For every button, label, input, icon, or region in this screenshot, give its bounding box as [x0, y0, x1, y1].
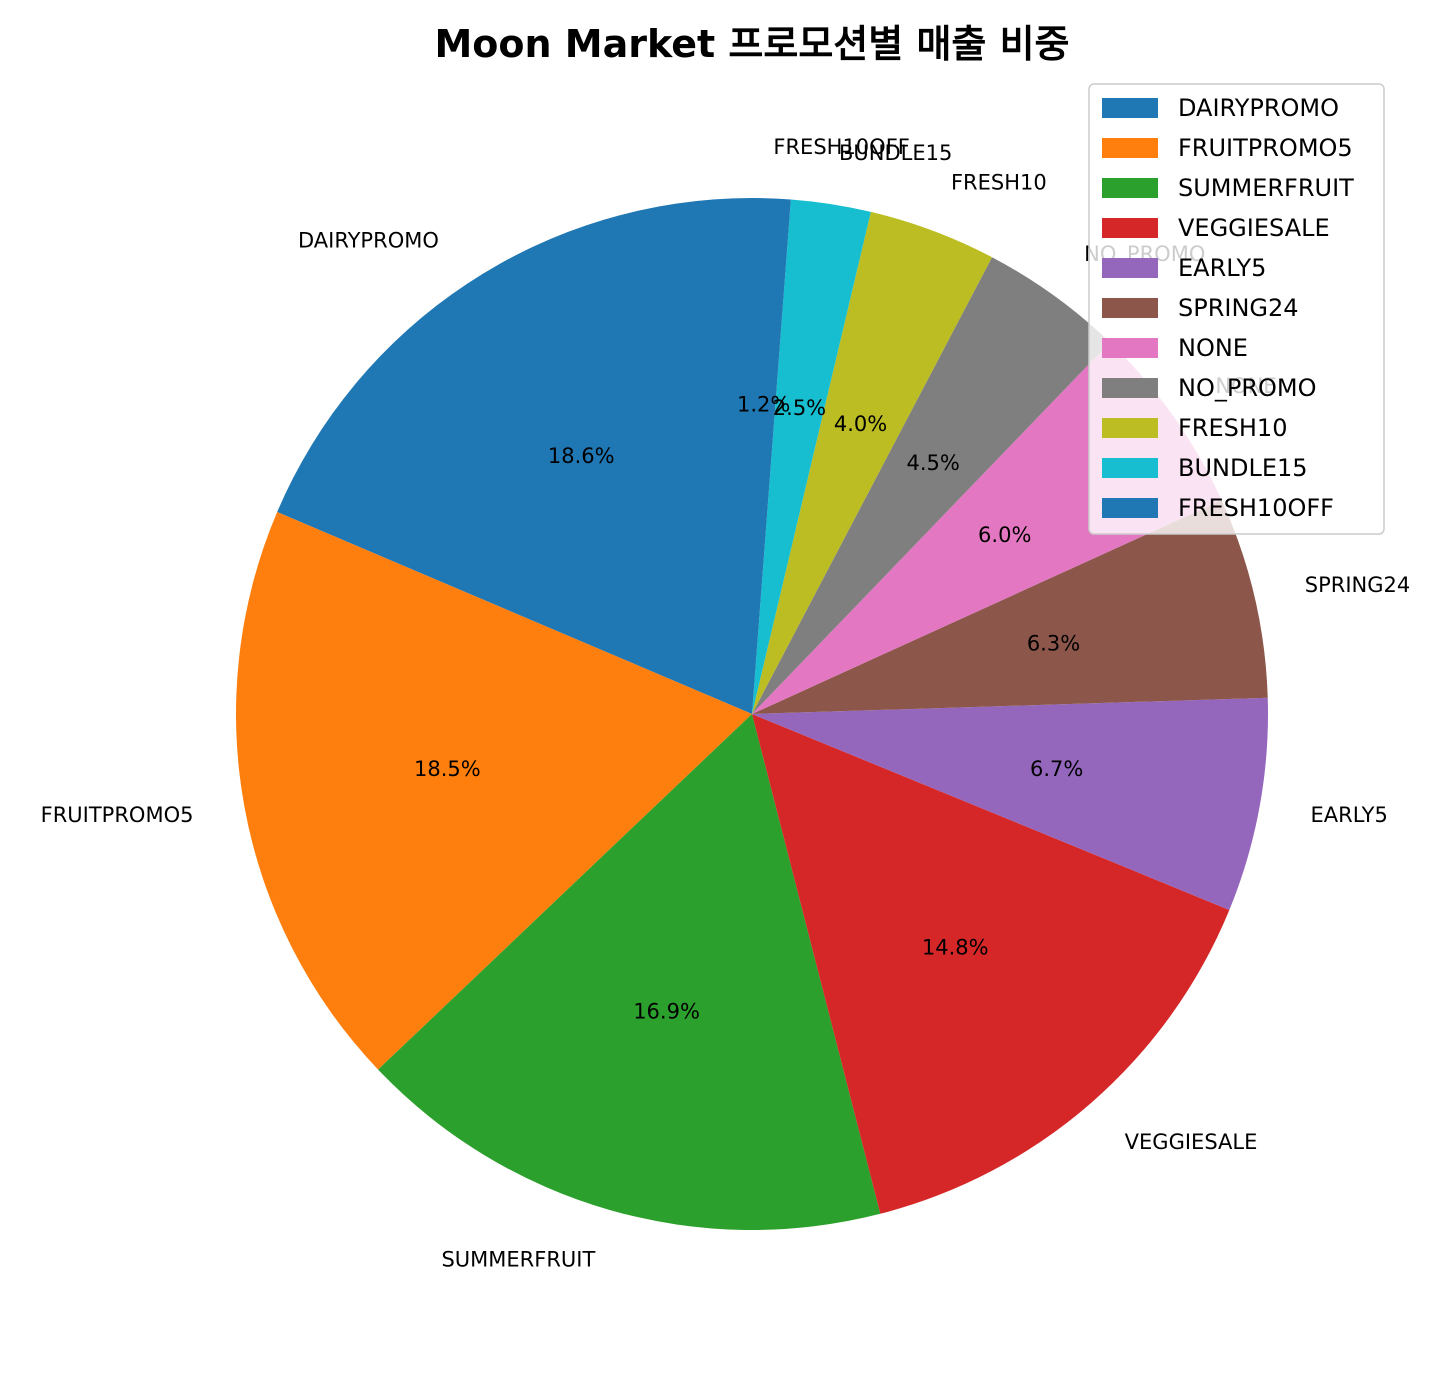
legend-label-spring24: SPRING24: [1178, 294, 1299, 322]
slice-fruitpromo5: [235, 512, 752, 1070]
slice-summerfruit: [378, 714, 881, 1230]
legend-swatch-fruitpromo5: [1102, 138, 1158, 158]
legend-swatch-no-promo: [1102, 378, 1158, 398]
legend-swatch-fresh10: [1102, 418, 1158, 438]
chart-title: Moon Market 프로모션별 매출 비중: [434, 22, 1069, 66]
slice-label-spring24: SPRING24: [1305, 573, 1410, 597]
legend-swatch-dairypromo: [1102, 98, 1158, 118]
slice-bundle15: [752, 199, 871, 714]
legend-label-fresh10off: FRESH10OFF: [1178, 494, 1334, 522]
legend-swatch-summerfruit: [1102, 178, 1158, 198]
legend-label-none: NONE: [1178, 334, 1248, 362]
slice-veggiesale: [752, 714, 1230, 1214]
legend-label-fruitpromo5: FRUITPROMO5: [1178, 134, 1353, 162]
legend-swatch-bundle15: [1102, 458, 1158, 478]
percent-label-veggiesale: 14.8%: [922, 936, 989, 960]
legend-frame: [1088, 83, 1385, 535]
slice-label-fresh10off: FRESH10OFF: [773, 135, 909, 159]
legend-label-veggiesale: VEGGIESALE: [1178, 214, 1330, 242]
pie-slices: [235, 198, 1268, 1230]
slice-labels: DAIRYPROMO FRUITPROMO5 SUMMERFRUIT VEGGIESA…: [41, 135, 1411, 1272]
slice-dairypromo: [277, 198, 752, 714]
slice-spring24: [752, 500, 1268, 714]
legend-swatch-none: [1102, 338, 1158, 358]
legend-label-fresh10: FRESH10: [1178, 414, 1287, 442]
slice-label-early5: EARLY5: [1311, 803, 1388, 827]
percent-label-early5: 6.7%: [1030, 757, 1083, 781]
slice-label-dairypromo: DAIRYPROMO: [298, 229, 439, 253]
legend-label-dairypromo: DAIRYPROMO: [1178, 94, 1339, 122]
percent-label-summerfruit: 16.9%: [633, 1000, 700, 1024]
slice-label-summerfruit: SUMMERFRUIT: [441, 1248, 595, 1272]
percent-label-fresh10off: 1.2%: [737, 393, 790, 417]
legend-label-no-promo: NO_PROMO: [1178, 374, 1316, 402]
percent-label-none: 6.0%: [978, 523, 1031, 547]
legend-swatch-spring24: [1102, 298, 1158, 318]
percent-label-fruitpromo5: 18.5%: [414, 757, 481, 781]
slice-label-veggiesale: VEGGIESALE: [1125, 1130, 1258, 1154]
slice-early5: [752, 697, 1268, 910]
legend-swatch-early5: [1102, 258, 1158, 278]
legend-label-summerfruit: SUMMERFRUIT: [1178, 174, 1354, 202]
percent-labels: 18.6% 18.5% 16.9% 14.8% 6.7% 6.3% 6.0% 4.5% 4.0%…: [414, 393, 1083, 1024]
slice-fresh10: [752, 211, 993, 714]
legend: DAIRYPROMO FRUITPROMO5 SUMMERFRUIT VEGGIESA…: [1088, 83, 1385, 535]
percent-label-dairypromo: 18.6%: [548, 444, 615, 468]
legend-label-bundle15: BUNDLE15: [1178, 454, 1308, 482]
slice-fresh10off: [752, 198, 791, 714]
slice-label-fruitpromo5: FRUITPROMO5: [41, 803, 194, 827]
percent-label-fresh10: 4.0%: [834, 412, 887, 436]
percent-label-no-promo: 4.5%: [907, 451, 960, 475]
legend-swatch-veggiesale: [1102, 218, 1158, 238]
legend-label-early5: EARLY5: [1178, 254, 1266, 282]
percent-label-spring24: 6.3%: [1027, 632, 1080, 656]
slice-label-bundle15: BUNDLE15: [839, 141, 952, 165]
slice-label-fresh10: FRESH10: [951, 170, 1047, 194]
legend-swatch-fresh10off: [1102, 498, 1158, 518]
percent-label-bundle15: 2.5%: [773, 396, 826, 420]
slice-no-promo: [752, 257, 1110, 714]
